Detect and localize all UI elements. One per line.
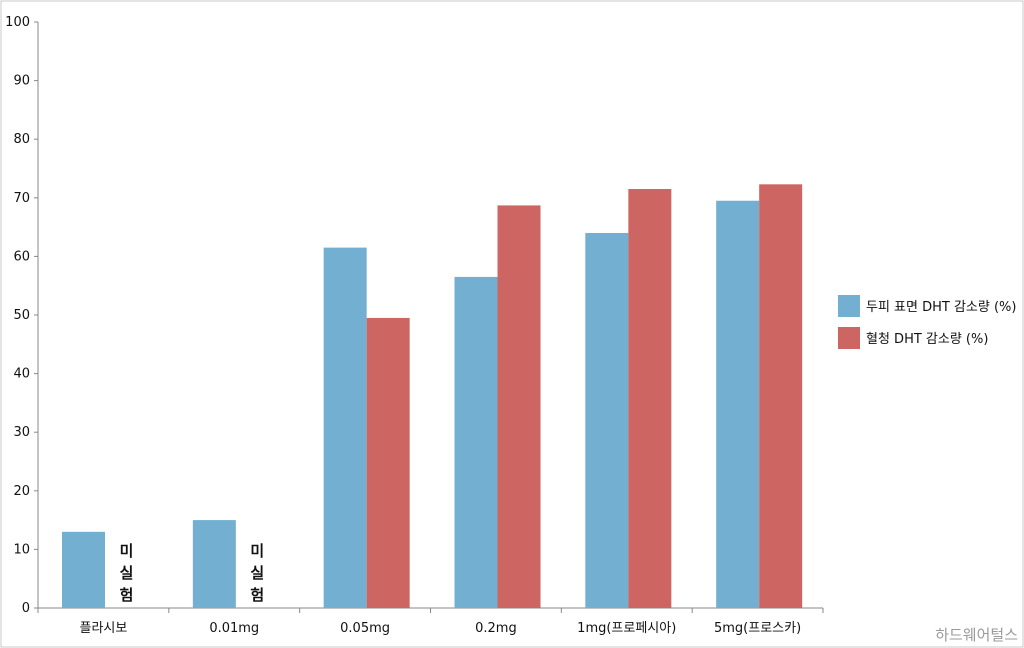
y-tick-label: 40 xyxy=(13,367,30,382)
annotation-char: 실 xyxy=(120,564,134,582)
y-tick-label: 90 xyxy=(13,74,30,89)
x-tick-label: 5mg(프로스카) xyxy=(714,621,801,636)
legend: 두피 표면 DHT 감소량 (%) 혈청 DHT 감소량 (%) xyxy=(838,295,1016,349)
bar xyxy=(585,232,629,608)
x-tick-label: 1mg(프로페시아) xyxy=(577,621,676,636)
annotation-char: 험 xyxy=(250,586,264,604)
legend-swatch xyxy=(838,327,860,349)
x-tick-label: 0.05mg xyxy=(340,621,390,636)
y-tick-label: 30 xyxy=(13,425,30,440)
bar xyxy=(192,520,236,608)
bar xyxy=(759,184,803,608)
bar xyxy=(323,247,367,609)
bar xyxy=(366,317,410,608)
bar xyxy=(628,189,672,608)
annotation-char: 미 xyxy=(120,542,134,560)
watermark-text: 하드웨어털스 xyxy=(935,626,1018,644)
bar xyxy=(454,276,498,608)
annotation-char: 험 xyxy=(120,586,134,604)
y-tick-label: 70 xyxy=(13,191,30,206)
x-tick-label: 0.01mg xyxy=(209,621,259,636)
bar xyxy=(716,200,760,609)
legend-label: 두피 표면 DHT 감소량 (%) xyxy=(866,300,1016,315)
annotation-char: 미 xyxy=(250,542,264,560)
legend-swatch xyxy=(838,295,860,317)
x-tick-label: 플라시보 xyxy=(79,621,127,636)
y-tick-label: 100 xyxy=(5,15,30,30)
y-tick-label: 50 xyxy=(13,308,30,323)
y-tick-label: 10 xyxy=(13,542,30,557)
x-tick-label: 0.2mg xyxy=(475,621,517,636)
y-tick-label: 0 xyxy=(22,601,30,616)
y-tick-label: 20 xyxy=(13,484,30,499)
bars xyxy=(62,184,803,609)
legend-label: 혈청 DHT 감소량 (%) xyxy=(866,332,988,347)
annotation-char: 실 xyxy=(250,564,264,582)
bar xyxy=(62,531,105,608)
bar xyxy=(497,205,541,608)
y-axis: 0 10 20 30 40 50 60 70 80 90 100 xyxy=(5,15,39,616)
y-tick-label: 60 xyxy=(13,249,30,264)
y-tick-label: 80 xyxy=(13,132,30,147)
x-axis: 플라시보 0.01mg 0.05mg 0.2mg 1mg(프로페시아) 5mg(프로스카) xyxy=(37,607,824,636)
